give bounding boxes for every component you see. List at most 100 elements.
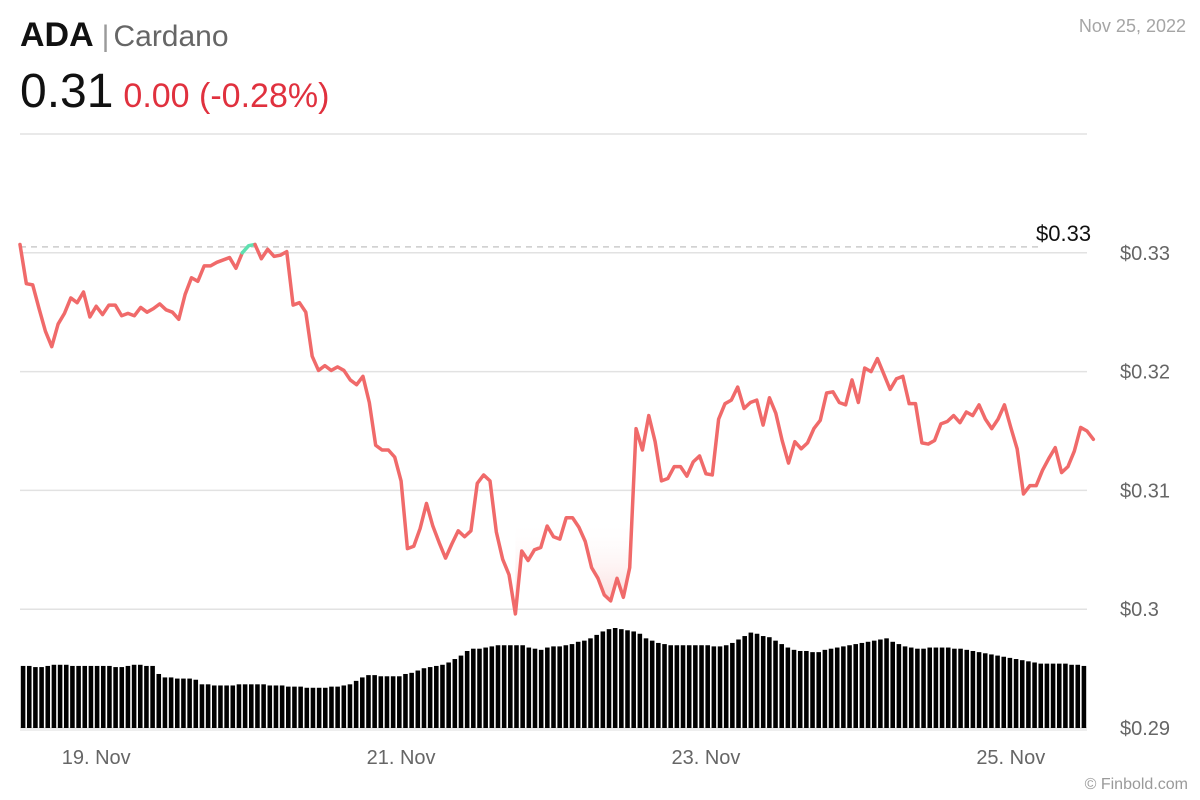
volume-bar [76, 665, 81, 728]
volume-bar [1069, 664, 1074, 728]
volume-bar [403, 673, 408, 728]
volume-bar [144, 665, 149, 728]
volume-bar [360, 677, 365, 728]
volume-bar [292, 686, 297, 728]
current-price: 0.31 [20, 65, 114, 118]
price-line [240, 242, 257, 255]
volume-bar [748, 632, 754, 728]
volume-bar [767, 637, 772, 728]
volume-bar [908, 647, 914, 728]
volume-bar [575, 641, 581, 728]
volume-bar [1056, 663, 1062, 728]
volume-bar [483, 647, 488, 728]
volume-bar [890, 641, 896, 728]
volume-bar [267, 685, 273, 728]
volume-bar [526, 647, 532, 728]
price-summary: 0.31 0.00 (-0.28%) [20, 64, 329, 119]
volume-bar [594, 634, 599, 728]
asset-name: Cardano [113, 20, 229, 53]
volume-bar [884, 638, 889, 728]
volume-bar [982, 653, 988, 728]
volume-bar [995, 655, 1000, 728]
volume-bar [366, 675, 371, 728]
volume-bar [218, 685, 223, 728]
volume-bar [471, 648, 476, 728]
volume-bar [693, 645, 698, 728]
volume-bar [205, 684, 211, 728]
volume-bar [131, 664, 137, 728]
volume-bar [211, 685, 217, 728]
volume-bar [730, 642, 735, 728]
volume-bar [557, 646, 562, 728]
volume-bar [976, 652, 982, 728]
volume-bar [643, 638, 649, 728]
title-separator: | [101, 20, 110, 53]
volume-bar [1026, 661, 1031, 728]
volume-bar [384, 676, 390, 728]
volume-bar [150, 665, 155, 728]
volume-bar [119, 667, 125, 728]
volume-bar [952, 648, 957, 728]
volume-bar [100, 665, 106, 728]
volume-bar [847, 645, 852, 728]
volume-bar [187, 678, 192, 728]
x-tick-label: 23. Nov [671, 747, 740, 769]
volume-bar [649, 640, 655, 728]
volume-bar [45, 665, 51, 728]
volume-bar [582, 640, 587, 728]
volume-bar [921, 648, 926, 728]
volume-bar [822, 649, 828, 728]
y-tick-label: $0.31 [1120, 480, 1170, 502]
volume-bar [174, 678, 180, 728]
volume-bar [20, 665, 26, 728]
y-tick-label: $0.33 [1120, 243, 1170, 265]
volume-bar [723, 645, 729, 728]
volume-bar [1013, 659, 1019, 728]
volume-bar [397, 676, 402, 728]
volume-bar [70, 665, 75, 728]
y-tick-label: $0.29 [1120, 718, 1170, 740]
volume-bar [329, 686, 334, 728]
volume-bar [446, 662, 451, 728]
volume-bar [249, 684, 254, 728]
volume-bar [255, 684, 260, 728]
volume-bar [551, 646, 556, 728]
volume-bar [964, 649, 970, 728]
volume-bar [88, 665, 94, 728]
volume-bar [927, 647, 933, 728]
volume-bar [82, 665, 88, 728]
volume-bar [865, 641, 871, 728]
volume-bar [310, 687, 316, 728]
volume-bar [945, 647, 951, 728]
volume-bar [637, 633, 643, 728]
volume-bar [933, 647, 939, 728]
volume-bar [680, 645, 686, 728]
volume-bar [458, 655, 464, 728]
y-tick-label: $0.3 [1120, 599, 1159, 621]
volume-bar [545, 647, 550, 728]
volume-bar [26, 665, 32, 728]
volume-bar [242, 684, 248, 728]
volume-bar [316, 687, 322, 728]
volume-bar [495, 645, 501, 728]
volume-bar [33, 667, 38, 728]
volume-bar [409, 672, 414, 728]
volume-bar [779, 644, 784, 728]
asset-title: ADA | Cardano [20, 16, 229, 56]
volume-bar [841, 646, 846, 728]
volume-bar [477, 648, 482, 728]
volume-bar [286, 686, 291, 728]
volume-bar [754, 633, 760, 728]
volume-bar [631, 631, 636, 728]
volume-bar [1019, 660, 1025, 728]
x-tick-label: 19. Nov [62, 747, 131, 769]
volume-bar [1044, 663, 1050, 728]
volume-bar [464, 650, 470, 728]
volume-bar [785, 647, 791, 728]
volume-bar [162, 677, 168, 728]
volume-bar [871, 640, 877, 728]
volume-bar [107, 665, 112, 728]
volume-bar [236, 684, 242, 728]
volume-bar [668, 645, 673, 728]
